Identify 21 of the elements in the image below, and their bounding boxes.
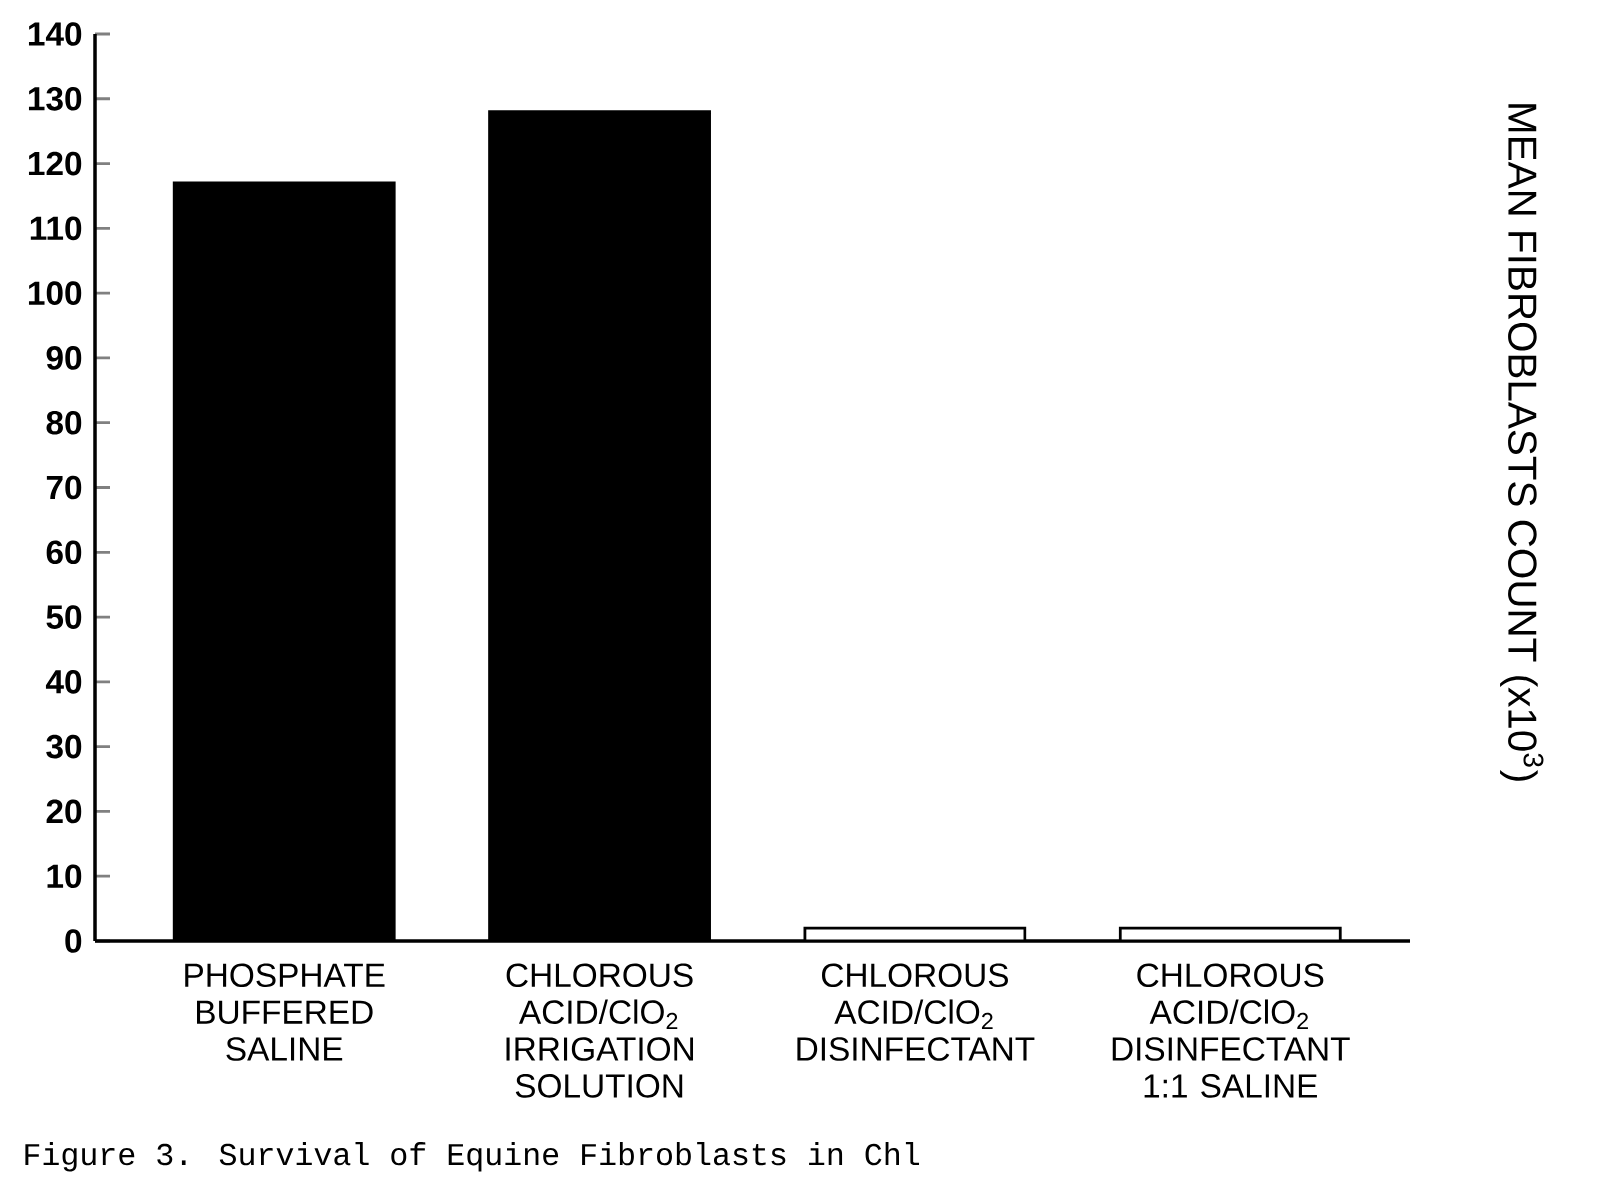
- x-tick-label: CHLOROUS ACID/ClO$_{2}$ DISINFECTANT: [797, 963, 1035, 1061]
- y-tick-label: 0: [65, 929, 82, 953]
- y-tick-label: 30: [46, 734, 82, 759]
- y-tick-label: 110: [30, 216, 82, 241]
- y-axis-title: MEAN FIBROBLASTS COUNT (x10$^{3}$): [1500, 104, 1544, 781]
- y-tick-label: 60: [46, 540, 82, 565]
- y-tick-label: 20: [46, 799, 82, 824]
- caption: Figure 3. Survival of Equine Fibroblasts in Chl: [25, 1142, 920, 1172]
- y-tick-label: 80: [46, 410, 82, 435]
- y-tick-label: 10: [47, 864, 82, 889]
- y-tick-label: 100: [28, 281, 82, 305]
- y-tick-label: 120: [28, 151, 82, 176]
- y-tick-label: 50: [46, 605, 82, 629]
- y-tick-label: 90: [46, 346, 82, 370]
- y-tick-label: 130: [28, 86, 82, 111]
- x-tick-label: CHLOROUS ACID/ClO$_{2}$ DISINFECTANT 1:1 SALINE: [1112, 963, 1350, 1098]
- y-tick-label: 40: [45, 670, 82, 694]
- y-tick-label: 140: [28, 22, 82, 46]
- x-tick-label: PHOSPHATE BUFFERED SALINE: [185, 963, 385, 1061]
- x-tick-label: CHLOROUS ACID/ClO$_{2}$ IRRIGATION SOLUTION: [506, 963, 694, 1098]
- y-tick-label: 70: [46, 475, 82, 500]
